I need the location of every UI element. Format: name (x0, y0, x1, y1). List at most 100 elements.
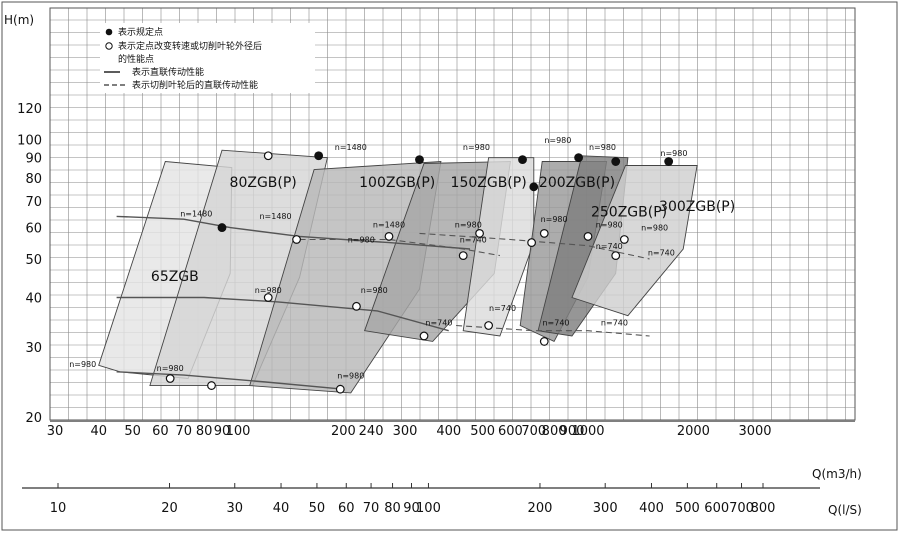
modified-point (539, 337, 549, 346)
modified-point (263, 293, 273, 302)
speed-label: n=740 (601, 319, 628, 328)
modified-point (263, 151, 273, 161)
x-tick-label: 60 (152, 424, 169, 439)
region-200zgb (462, 157, 535, 337)
speed-label: n=1480 (259, 212, 291, 221)
x2-tick-label: 400 (639, 501, 664, 516)
legend: 表示规定点 表示定点改变转速或切削叶轮外径后 的性能点 表示直联传动性能 表示切… (100, 23, 315, 93)
series-label: 65ZGB (151, 269, 199, 285)
y-tick-label: 120 (17, 102, 42, 117)
direct-drive-curve (116, 371, 344, 390)
rated-point (518, 155, 527, 164)
speed-label: n=740 (425, 319, 452, 328)
speed-label: n=980 (337, 372, 364, 381)
x-tick-label: 100 (226, 424, 251, 439)
series-label: 200ZGB(P) (539, 175, 615, 191)
x2-tick-label: 40 (273, 501, 290, 516)
legend-entry-1: 表示规定点 (118, 26, 163, 38)
x2-tick-label: 700 (729, 501, 754, 516)
speed-label: n=980 (641, 223, 668, 232)
legend-filled-marker (105, 28, 113, 36)
x-tick-label: 200 (331, 424, 356, 439)
x2-tick-label: 50 (309, 501, 326, 516)
direct-drive-curve (116, 296, 449, 332)
series-label: 250ZGB(P) (591, 204, 667, 220)
region-300zgb (571, 165, 698, 317)
x2-tick-label: 300 (593, 501, 618, 516)
speed-label: n=980 (455, 221, 482, 230)
y-tick-label: 40 (25, 291, 42, 306)
rated-point (664, 157, 674, 166)
y-tick-label: 30 (25, 341, 42, 356)
speed-label: n=980 (596, 221, 623, 230)
legend-open-marker (105, 42, 113, 50)
rated-point (415, 155, 424, 164)
rated-point (529, 182, 539, 192)
speed-label: n=980 (157, 364, 184, 373)
x2-tick-label: 70 (363, 501, 380, 516)
trimmed-performance-curve (419, 232, 650, 260)
y-tick-label: 70 (25, 195, 42, 210)
rated-point (217, 223, 227, 232)
speed-label: n=740 (542, 319, 569, 328)
x-tick-label: 80 (196, 424, 213, 439)
x-tick-label: 2000 (677, 424, 710, 439)
x2-tick-label: 90 (403, 501, 420, 516)
direct-drive-curve (116, 215, 471, 250)
speed-label: n=980 (463, 143, 490, 152)
x2-tick-label: 80 (384, 501, 401, 516)
x2-tick-label: 30 (226, 501, 243, 516)
speed-label: n=980 (660, 149, 687, 158)
x2-tick-label: 600 (704, 501, 729, 516)
data-points (165, 151, 674, 394)
speed-label: n=980 (361, 286, 388, 295)
x-tick-label: 1000 (571, 424, 604, 439)
x2-tick-label: 10 (50, 501, 67, 516)
x-tick-label: 90 (214, 424, 231, 439)
speed-label: n=740 (460, 236, 487, 245)
legend-entry-3: 的性能点 (118, 53, 154, 65)
x-tick-label: 900 (560, 424, 585, 439)
x-tick-label: 800 (542, 424, 567, 439)
x-axis-2-title: Q(l/S) (828, 503, 862, 517)
rated-point (611, 157, 621, 166)
modified-point (539, 229, 549, 238)
modified-point (419, 331, 429, 341)
modified-point (583, 232, 593, 241)
speed-label: n=980 (589, 143, 616, 152)
speed-label: n=1480 (335, 143, 367, 152)
legend-entry-5: 表示切削叶轮后的直联传动性能 (132, 79, 258, 91)
modified-point (475, 229, 484, 238)
speed-label: n=980 (348, 236, 375, 245)
speed-label: n=980 (255, 286, 282, 295)
x-tick-label: 600 (498, 424, 523, 439)
modified-point (352, 301, 361, 311)
speed-label: n=980 (544, 136, 571, 145)
modified-point (527, 238, 537, 247)
modified-point (458, 251, 468, 260)
modified-point (292, 235, 301, 244)
modified-point (384, 232, 394, 241)
x-tick-label: 3000 (738, 424, 771, 439)
x2-tick-label: 800 (751, 501, 776, 516)
modified-point (484, 321, 494, 330)
pump-regions (98, 149, 698, 394)
rated-point (574, 153, 584, 163)
x-tick-label: 240 (359, 424, 384, 439)
y-tick-label: 80 (25, 172, 42, 187)
modified-point (335, 384, 345, 394)
speed-label: n=740 (489, 304, 516, 313)
x2-tick-label: 60 (338, 501, 355, 516)
x2-tick-label: 100 (416, 501, 441, 516)
y-tick-label: 20 (25, 411, 42, 426)
x2-tick-label: 200 (528, 501, 553, 516)
series-label: 100ZGB(P) (359, 175, 435, 191)
x-tick-label: 40 (90, 424, 107, 439)
legend-entry-4: 表示直联传动性能 (132, 66, 204, 78)
modified-point (611, 251, 621, 260)
x-tick-label: 300 (393, 424, 418, 439)
y-axis-title: H(m) (4, 13, 34, 27)
